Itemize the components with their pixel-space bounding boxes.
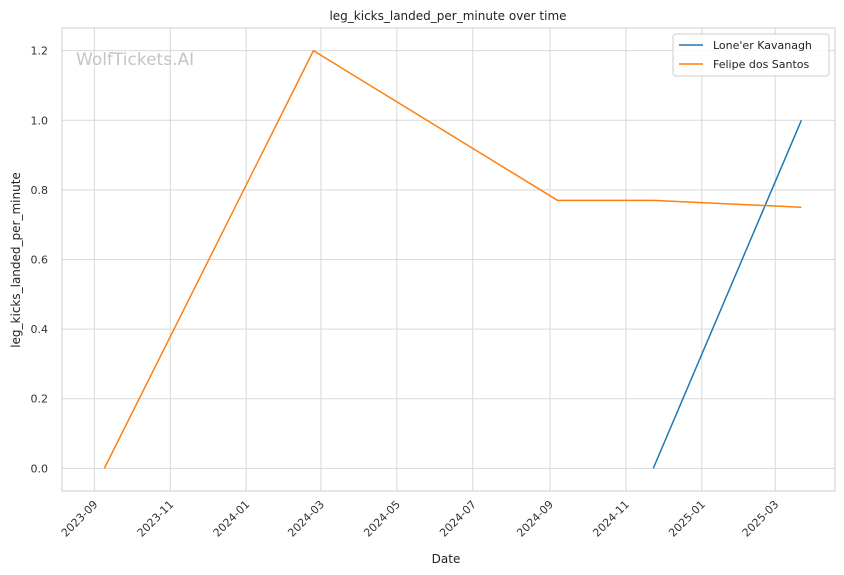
legend: Lone'er Kavanagh Felipe dos Santos — [672, 33, 830, 77]
legend-box — [672, 33, 830, 77]
y-tick-label: 0.8 — [31, 184, 49, 197]
gridlines — [62, 28, 835, 491]
series-line-0 — [652, 119, 803, 469]
chart-title: leg_kicks_landed_per_minute over time — [329, 9, 566, 23]
series-lines — [103, 49, 803, 469]
series-line-1 — [103, 49, 802, 469]
y-tick-label: 1.0 — [31, 114, 49, 127]
watermark: WolfTickets.AI — [76, 50, 194, 70]
plot-frame — [61, 27, 836, 492]
legend-label: Lone'er Kavanagh — [713, 39, 812, 52]
y-tick-label: 0.2 — [31, 393, 49, 406]
y-tick-label: 0.4 — [31, 323, 49, 336]
y-tick-labels: 0.0 0.2 0.4 0.6 0.8 1.0 1.2 — [31, 45, 49, 476]
y-axis-label: leg_kicks_landed_per_minute — [9, 172, 23, 348]
x-axis-label: Date — [432, 552, 461, 566]
y-tick-label: 0.6 — [31, 254, 49, 267]
y-tick-label: 0.0 — [31, 462, 49, 475]
legend-label: Felipe dos Santos — [713, 58, 810, 71]
y-tick-label: 1.2 — [31, 45, 49, 58]
